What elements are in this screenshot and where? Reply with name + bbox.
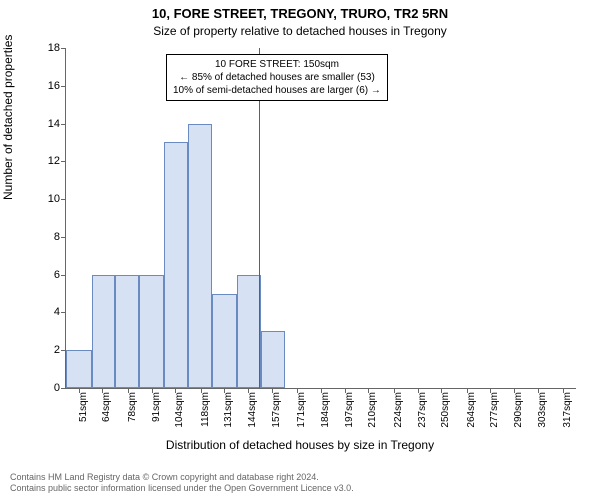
y-tick-label: 4 <box>30 306 60 318</box>
histogram-bar <box>164 142 188 388</box>
x-tick-label: 64sqm <box>101 392 112 432</box>
histogram-bar <box>188 124 212 388</box>
x-axis-title: Distribution of detached houses by size … <box>0 438 600 452</box>
y-tick-mark <box>61 275 66 276</box>
plot-area: 10 FORE STREET: 150sqm ← 85% of detached … <box>65 48 576 389</box>
x-tick-label: 51sqm <box>78 392 89 432</box>
x-tick-label: 78sqm <box>127 392 138 432</box>
x-tick-label: 210sqm <box>367 392 378 432</box>
x-tick-label: 91sqm <box>151 392 162 432</box>
annotation-line-2: ← 85% of detached houses are smaller (53… <box>179 72 375 83</box>
histogram-bar <box>261 331 285 388</box>
y-tick-mark <box>61 86 66 87</box>
histogram-bar <box>115 275 139 388</box>
x-tick-label: 197sqm <box>344 392 355 432</box>
annotation-line-1: 10 FORE STREET: 150sqm <box>215 59 339 70</box>
x-tick-label: 131sqm <box>223 392 234 432</box>
y-tick-label: 16 <box>30 80 60 92</box>
y-tick-mark <box>61 350 66 351</box>
y-tick-mark <box>61 48 66 49</box>
y-tick-mark <box>61 312 66 313</box>
y-tick-mark <box>61 388 66 389</box>
x-tick-label: 237sqm <box>417 392 428 432</box>
x-tick-label: 171sqm <box>296 392 307 432</box>
x-tick-label: 250sqm <box>440 392 451 432</box>
y-tick-label: 14 <box>30 118 60 130</box>
x-tick-label: 224sqm <box>393 392 404 432</box>
y-tick-mark <box>61 124 66 125</box>
x-tick-label: 303sqm <box>537 392 548 432</box>
x-tick-label: 184sqm <box>320 392 331 432</box>
chart-title-sub: Size of property relative to detached ho… <box>0 24 600 38</box>
histogram-bar <box>66 350 92 388</box>
y-tick-mark <box>61 161 66 162</box>
y-tick-label: 6 <box>30 269 60 281</box>
annotation-box: 10 FORE STREET: 150sqm ← 85% of detached … <box>166 54 388 101</box>
y-tick-label: 2 <box>30 344 60 356</box>
y-tick-label: 12 <box>30 155 60 167</box>
y-tick-label: 10 <box>30 193 60 205</box>
histogram-bar <box>92 275 116 388</box>
y-tick-label: 18 <box>30 42 60 54</box>
chart-caption: Contains HM Land Registry data © Crown c… <box>10 472 590 495</box>
histogram-bar <box>237 275 261 388</box>
x-tick-label: 157sqm <box>271 392 282 432</box>
y-tick-label: 0 <box>30 382 60 394</box>
caption-line-1: Contains HM Land Registry data © Crown c… <box>10 472 319 482</box>
x-tick-label: 317sqm <box>562 392 573 432</box>
x-tick-label: 118sqm <box>200 392 211 432</box>
x-tick-label: 264sqm <box>466 392 477 432</box>
y-tick-label: 8 <box>30 231 60 243</box>
chart-title-main: 10, FORE STREET, TREGONY, TRURO, TR2 5RN <box>0 6 600 21</box>
property-size-chart: 10, FORE STREET, TREGONY, TRURO, TR2 5RN… <box>0 0 600 500</box>
y-tick-mark <box>61 199 66 200</box>
caption-line-2: Contains public sector information licen… <box>10 483 354 493</box>
annotation-line-3: 10% of semi-detached houses are larger (… <box>173 85 381 96</box>
histogram-bar <box>139 275 165 388</box>
y-axis-label: Number of detached properties <box>1 35 15 200</box>
x-tick-label: 144sqm <box>247 392 258 432</box>
y-tick-mark <box>61 237 66 238</box>
x-tick-label: 104sqm <box>174 392 185 432</box>
histogram-bar <box>212 294 238 388</box>
x-tick-label: 290sqm <box>513 392 524 432</box>
x-tick-label: 277sqm <box>489 392 500 432</box>
